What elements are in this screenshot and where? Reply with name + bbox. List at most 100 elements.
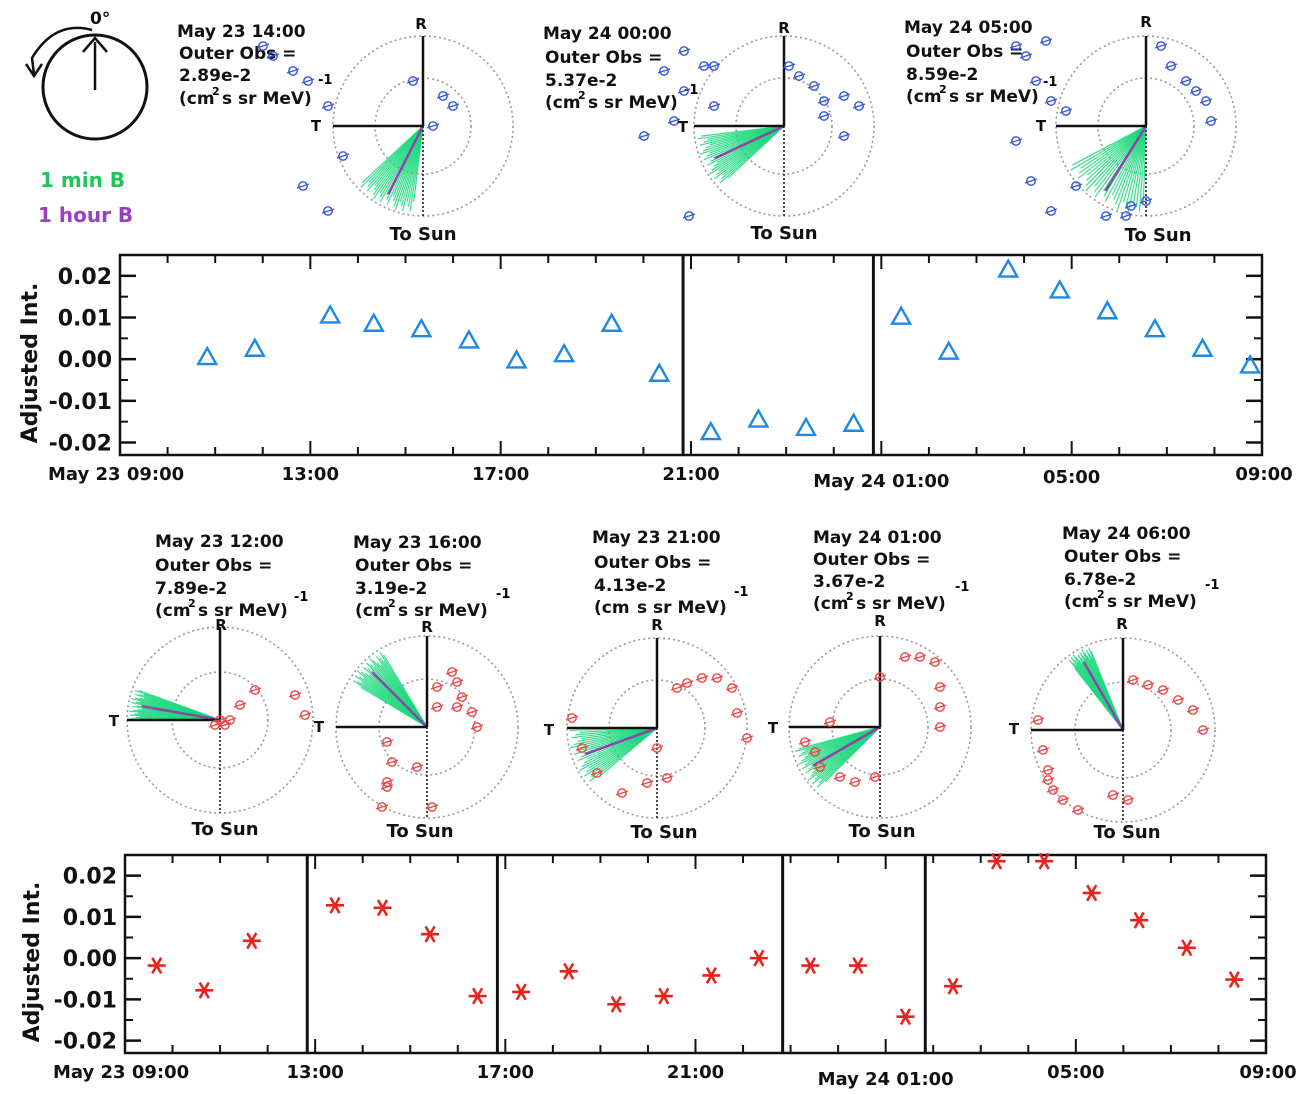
polar-unit-minus: -1 [294,590,308,605]
pitch-angle-error [677,88,691,94]
pitch-angle-error [677,48,691,54]
pitch-angle-error [410,764,424,770]
pitch-angle-error [933,684,947,690]
t-label: T [678,118,689,136]
pitch-angle-point [1141,196,1151,206]
r-label: R [874,612,886,630]
pitch-angle-point [1071,181,1081,191]
asterisk-stroke [151,957,163,974]
x-tick-label: 21:00 [667,1062,724,1083]
data-point [1035,852,1054,870]
y-axis-label: Adjusted Int. [20,882,45,1043]
polar-unit-b: s sr MeV) [588,93,678,113]
pitch-angle-error [868,774,882,780]
polar-title: May 24 06:00 [1062,524,1191,544]
field-direction-fan [1070,125,1147,212]
pitch-angle-point [567,713,577,723]
asterisk-stroke [658,987,670,1005]
field-direction-fan [697,125,785,184]
pitch-angle-error [575,745,589,751]
pitch-angle-point [1073,805,1083,815]
asterisk-stroke [990,852,1003,870]
asterisk-stroke [852,957,864,974]
t-label: T [544,721,555,739]
pitch-angle-point [809,81,819,91]
pitch-angle-point [408,76,418,86]
one-min-field-line [1085,125,1147,192]
pitch-angle-error [682,213,696,219]
time-series-panel-2: 0.02 0.01 0.00 -0.01 -0.02 May 23 09:00 13:00 1… [20,852,1297,1090]
polar-unit-a: (cm [906,87,942,107]
pitch-angle-error [1121,797,1135,803]
pitch-angle-error [637,133,651,139]
polar-plot-4: R T To Sun [109,616,314,840]
pitch-angle-point [839,131,849,141]
pitch-angle-point [382,737,392,747]
pitch-angle-error [336,153,350,159]
y-tick-label: 0.02 [63,865,117,890]
one-min-label: 1 min B [40,168,125,192]
polar-value: 3.67e-2 [813,572,885,592]
pitch-angle-point [684,211,694,221]
pitch-angle-error [1044,98,1058,104]
y-tick-label: -0.02 [54,1030,117,1055]
y-tick-label: 0.01 [58,307,112,332]
polar-title: May 24 00:00 [543,24,672,44]
pitch-angle-error [1046,787,1060,793]
data-point [1225,971,1244,989]
pitch-angle-point [250,685,260,695]
pitch-angle-error [1009,138,1023,144]
pitch-angle-point [452,677,462,687]
pitch-angle-error [852,103,866,109]
pitch-angle-point [900,652,910,662]
polar-unit-exp: 2 [188,597,196,610]
pitch-angle-point [467,707,477,717]
top-polar-3-header: May 24 05:00 Outer Obs = 8.59e-2 (cm 2 s… [904,18,1057,107]
pitch-angle-error [740,735,754,741]
asterisk-stroke [329,896,341,914]
polar-plot-3: R T To Sun [1009,13,1237,246]
to-sun-label: To Sun [1093,822,1160,843]
pitch-angle-point [290,690,300,700]
pitch-angle-error [1186,707,1200,713]
data-point [325,896,344,914]
pitch-angle-point [300,710,310,720]
one-min-field-line [138,690,221,721]
pitch-angle-error [1056,797,1070,803]
pitch-angle-point [387,757,397,767]
data-point [1177,939,1196,957]
x-tick-label: May 23 09:00 [48,464,184,485]
polar-unit-b: s sr MeV) [198,601,288,621]
pitch-angle-point [1126,201,1136,211]
pitch-angle-error [321,103,335,109]
t-label: T [768,719,779,737]
pitch-angle-point [577,743,587,753]
data-point [896,1008,915,1026]
pitch-angle-point [427,802,437,812]
field-direction-fan [360,125,424,212]
polar-title: May 24 05:00 [904,18,1033,38]
r-label: R [778,19,790,37]
asterisk-stroke [899,1008,912,1026]
t-label: T [311,117,322,135]
polar-unit-minus: -1 [1205,578,1219,593]
pitch-angle-point [1038,745,1048,755]
pitch-angle-point [712,673,722,683]
asterisk-stroke [947,977,959,995]
one-hour-field-line [141,705,221,722]
polar-unit-minus: -1 [318,73,332,88]
pitch-angle-point [1108,790,1118,800]
time-series-panel-1: 0.02 0.01 0.00 -0.01 -0.02 May 23 09:00 13:00 1… [18,253,1293,492]
polar-unit-exp: 2 [578,89,586,102]
x-tick-label: 17:00 [477,1062,534,1083]
polar-value: 3.19e-2 [355,579,427,599]
pitch-angle-error [680,680,694,686]
pitch-angle-point [1033,715,1043,725]
pitch-angle-point [1158,685,1168,695]
pitch-angle-error [1041,767,1055,773]
pitch-angle-point [303,76,313,86]
pitch-angle-point [679,46,689,56]
asterisk-stroke [471,987,484,1005]
polar-unit-minus: -1 [734,585,748,600]
